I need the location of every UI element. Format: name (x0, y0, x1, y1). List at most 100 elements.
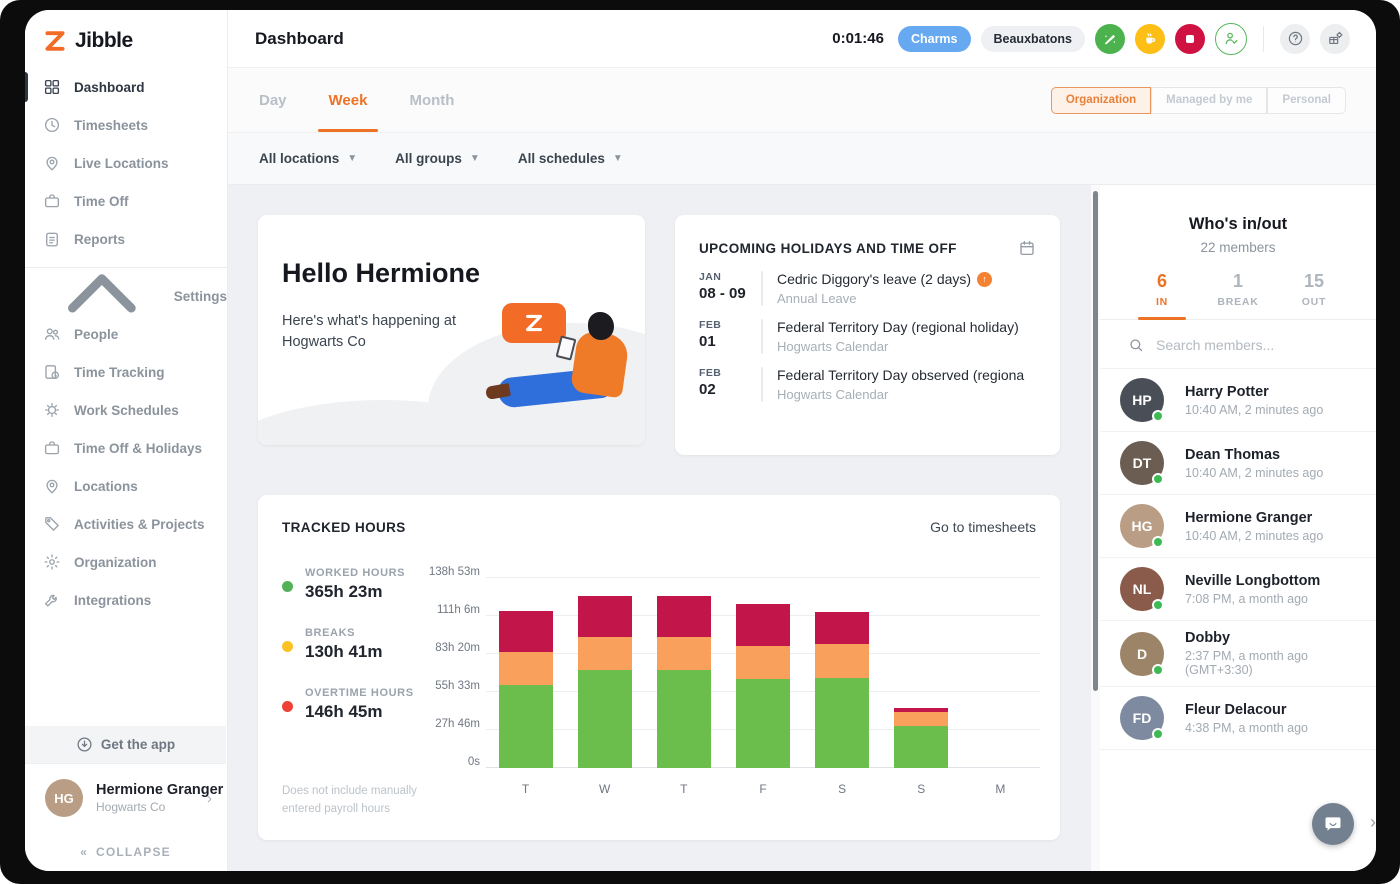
holiday-item[interactable]: FEB 02 Federal Territory Day observed (reg… (699, 367, 1036, 402)
sidebar-item-people[interactable]: People (25, 315, 227, 353)
online-status-dot (1152, 473, 1164, 485)
holiday-item[interactable]: FEB 01 Federal Territory Day (regional hol… (699, 319, 1036, 354)
sidebar-item-time-off[interactable]: Time Off (25, 182, 227, 220)
member-row[interactable]: HG Hermione Granger 10:40 AM, 2 minutes ag… (1100, 495, 1376, 558)
sidebar-item-organization[interactable]: Organization (25, 543, 227, 581)
legend-dot-icon (282, 701, 293, 712)
coffee-icon (1142, 31, 1158, 47)
holiday-separator (761, 319, 763, 354)
scope-personal[interactable]: Personal (1267, 86, 1346, 114)
period-tabs: Day Week Month (259, 68, 454, 132)
sidebar: Jibble Dashboard Timesheets Live Locations… (25, 10, 228, 871)
member-row[interactable]: FD Fleur Delacour 4:38 PM, a month ago (1100, 687, 1376, 750)
whos-inout-tab-out[interactable]: 15 OUT (1301, 271, 1327, 308)
calendar-icon[interactable] (1018, 239, 1036, 257)
whos-inout-tab-break[interactable]: 1 BREAK (1217, 271, 1259, 308)
bar-3-T[interactable] (656, 595, 711, 768)
search-members-input[interactable] (1156, 337, 1352, 353)
bar-segment-worked-hours (656, 669, 711, 768)
sidebar-item-reports[interactable]: Reports (25, 220, 227, 258)
x-axis-tick-label: W (599, 782, 611, 796)
sidebar-item-time-tracking[interactable]: Time Tracking (25, 353, 227, 391)
vertical-scrollbar (1091, 185, 1100, 871)
collapse-sidebar-button[interactable]: « COLLAPSE (25, 832, 226, 871)
sidebar-item-label: Activities & Projects (74, 516, 205, 532)
get-the-app-button[interactable]: Get the app (25, 726, 226, 763)
holidays-card-title: UPCOMING HOLIDAYS AND TIME OFF (699, 240, 957, 256)
whos-inout-tab-in[interactable]: 6 IN (1124, 271, 1200, 320)
sidebar-divider (25, 267, 227, 268)
holiday-item[interactable]: JAN 08 - 09 Cedric Diggory's leave (2 days… (699, 271, 1036, 306)
sidebar-item-time-off-holidays[interactable]: Time Off & Holidays (25, 429, 227, 467)
sidebar-item-activities-projects[interactable]: Activities & Projects (25, 505, 227, 543)
filter-all-groups[interactable]: All groups ▼ (395, 151, 480, 166)
holiday-date: FEB 01 (699, 319, 722, 350)
legend-entry: BREAKS 130h 41m (282, 627, 414, 662)
tab-week[interactable]: Week (317, 68, 379, 132)
sidebar-item-work-schedules[interactable]: Work Schedules (25, 391, 227, 429)
bar-segment-breaks (656, 636, 711, 670)
scope-managed-by-me[interactable]: Managed by me (1151, 86, 1268, 114)
tab-month[interactable]: Month (409, 91, 455, 109)
legend-entry: WORKED HOURS 365h 23m (282, 567, 414, 602)
x-axis-tick-label: T (521, 782, 530, 796)
page-title: Dashboard (255, 28, 344, 48)
bar-segment-overtime-hours (894, 707, 949, 712)
sidebar-item-live-locations[interactable]: Live Locations (25, 144, 227, 182)
sidebar-nav-settings: People Time Tracking Work Schedules Time Of… (25, 315, 227, 619)
bar-segment-overtime-hours (577, 595, 632, 637)
greeting-subtitle: Here's what's happening at Hogwarts Co (282, 313, 457, 351)
sidebar-item-timesheets[interactable]: Timesheets (25, 106, 227, 144)
online-status-dot (1152, 599, 1164, 611)
sidebar-item-integrations[interactable]: Integrations (25, 581, 227, 619)
sidebar-item-label: People (74, 326, 119, 342)
clock-in-button[interactable] (1095, 23, 1125, 54)
member-name: Fleur Delacour (1185, 701, 1287, 718)
member-row[interactable]: HP Harry Potter 10:40 AM, 2 minutes ago (1100, 369, 1376, 432)
sidebar-item-locations[interactable]: Locations (25, 467, 227, 505)
holiday-title: Federal Territory Day (regional holiday) (777, 319, 1019, 335)
help-button[interactable] (1280, 23, 1310, 54)
brand-logo[interactable]: Jibble (25, 10, 227, 68)
tab-day[interactable]: Day (259, 91, 287, 109)
holiday-subtitle: Hogwarts Calendar (777, 387, 889, 402)
bar-1-T[interactable] (498, 610, 553, 768)
bar-2-W[interactable] (577, 595, 632, 768)
current-user-menu[interactable]: HG Hermione Granger Hogwarts Co › (25, 763, 226, 832)
go-to-timesheets-link[interactable]: Go to timesheets (930, 519, 1036, 535)
filter-all-locations[interactable]: All locations ▼ (259, 151, 357, 166)
bar-5-S[interactable] (815, 612, 870, 768)
hello-card: Hello Hermione Here's what's happening a… (258, 215, 645, 445)
member-row[interactable]: NL Neville Longbottom 7:08 PM, a month ago (1100, 558, 1376, 621)
chat-widget-button[interactable] (1312, 803, 1354, 845)
top-bar: Dashboard 0:01:46 Charms Beauxbatons (228, 10, 1376, 68)
member-row[interactable]: D Dobby 2:37 PM, a month ago (GMT+3:30) (1100, 621, 1376, 687)
member-last-activity: 10:40 AM, 2 minutes ago (1185, 528, 1324, 543)
bar-segment-worked-hours (735, 679, 790, 768)
activity-pill[interactable]: Charms (897, 25, 971, 52)
online-status-dot (1152, 410, 1164, 422)
member-last-activity: 10:40 AM, 2 minutes ago (1185, 402, 1324, 417)
bar-segment-breaks (577, 636, 632, 670)
clock-out-button[interactable] (1175, 23, 1205, 54)
member-name: Harry Potter (1185, 383, 1269, 400)
location-pin-icon (43, 477, 61, 495)
team-pill[interactable]: Beauxbatons (980, 25, 1085, 52)
scrollbar-thumb[interactable] (1093, 191, 1098, 691)
filter-all-schedules[interactable]: All schedules ▼ (518, 151, 623, 166)
x-axis-tick-label: M (995, 782, 1006, 796)
bar-4-F[interactable] (735, 603, 790, 768)
expand-panel-chevron[interactable]: › (1370, 812, 1376, 832)
sidebar-item-dashboard[interactable]: Dashboard (25, 68, 227, 106)
whats-new-button[interactable] (1320, 23, 1350, 54)
bar-6-S[interactable] (894, 707, 949, 768)
member-row[interactable]: DT Dean Thomas 10:40 AM, 2 minutes ago (1100, 432, 1376, 495)
bar-segment-breaks (815, 643, 870, 678)
filter-label: All groups (395, 151, 462, 166)
my-status-button[interactable] (1215, 22, 1247, 55)
break-button[interactable] (1135, 23, 1165, 54)
dashboard-grid-icon (43, 78, 61, 96)
scope-organization[interactable]: Organization (1050, 86, 1152, 114)
sidebar-item-settings[interactable]: Settings (25, 274, 227, 315)
